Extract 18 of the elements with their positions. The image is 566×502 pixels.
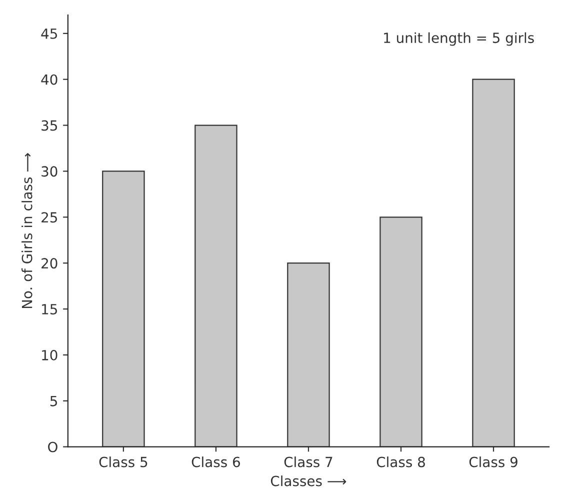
x-tick-label: Class 6 (192, 456, 240, 468)
y-tick-label: 5 (50, 396, 57, 406)
x-tick-label: Class 8 (376, 456, 425, 468)
y-tick-label: 20 (42, 258, 58, 269)
y-tick-label: 45 (41, 28, 57, 39)
y-tick-label: 30 (42, 166, 58, 177)
y-tick-label: 10 (42, 350, 58, 360)
x-tick-label: Class 7 (284, 456, 332, 468)
x-tick-label: Class 9 (469, 456, 518, 468)
y-tick-label: 40 (41, 74, 58, 85)
x-tick-label: Class 5 (99, 456, 148, 468)
y-tick-label: 25 (42, 212, 57, 223)
y-tick-label: 15 (42, 304, 57, 314)
annotation: 1 unit length = 5 girls (384, 32, 534, 46)
y-tick-label: 35 (42, 120, 57, 131)
y-tick-label: O (48, 442, 58, 452)
x-axis-title: Classes ⟶ (270, 476, 346, 486)
y-axis-title: No. of Girls in class ⟶ (22, 153, 32, 308)
